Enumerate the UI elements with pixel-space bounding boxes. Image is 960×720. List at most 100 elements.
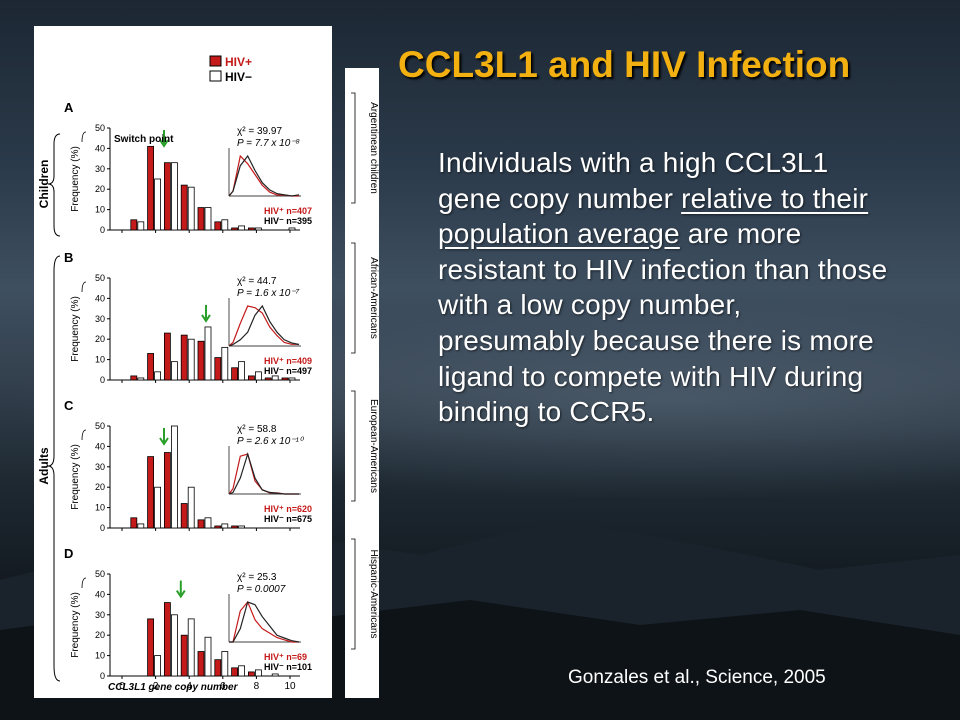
inset-curve-hiv-pos	[229, 600, 299, 643]
panel-a: A Frequency (%) 0 10 20 30 40 50 Switch point χ² …	[64, 100, 312, 235]
bar-hiv-neg	[170, 162, 178, 231]
bar-hiv-neg	[238, 525, 246, 529]
population-label: Hispanic-Americans	[368, 550, 379, 639]
bar-hiv-neg	[288, 227, 296, 231]
bar-hiv-pos	[147, 618, 154, 677]
panel-letter: A	[64, 100, 74, 115]
figure-panel: HIV+ HIV− Children Adults A Frequency (%) 0 10 2…	[34, 26, 332, 698]
x-tick-label: 6	[220, 681, 226, 692]
legend-label-hiv-neg: HIV−	[225, 70, 252, 84]
inset-density-plot	[228, 594, 301, 643]
bar-hiv-neg	[221, 523, 229, 529]
y-tick-label: 20	[95, 334, 105, 344]
x-tick-label: 4	[186, 681, 192, 692]
y-tick-label: 10	[95, 503, 105, 513]
group-label-children: Children	[37, 160, 51, 209]
bar-hiv-pos	[180, 503, 188, 529]
population-bracket	[351, 538, 356, 650]
switch-point-arrowhead	[201, 314, 211, 323]
panel-letter: D	[64, 546, 73, 561]
bar-hiv-neg	[187, 486, 195, 529]
bar-hiv-neg	[271, 673, 279, 677]
bar-hiv-neg	[204, 517, 212, 529]
p-value: P = 2.6 x 10⁻¹⁰	[237, 436, 305, 447]
y-axis-label: Frequency (%)	[70, 146, 81, 212]
y-tick-label: 40	[95, 143, 105, 153]
bar-hiv-pos	[214, 659, 222, 677]
y-axis-label: Frequency (%)	[70, 444, 81, 510]
y-tick-label: 0	[100, 225, 105, 235]
bar-hiv-neg	[221, 219, 229, 231]
population-bracket	[351, 390, 356, 502]
y-tick-label: 30	[95, 164, 105, 174]
x-tick-label: 2	[153, 681, 159, 692]
n-hiv-neg: HIV⁻ n=675	[264, 514, 312, 524]
inset-curve-hiv-pos	[228, 154, 299, 197]
chi-square-stat: χ² = 58.8	[237, 424, 277, 435]
bar-hiv-pos	[147, 353, 154, 381]
bar-hiv-neg	[271, 375, 279, 381]
inset-curve-hiv-neg	[229, 601, 300, 643]
bar-hiv-neg	[170, 361, 178, 381]
p-value: P = 0.0007	[237, 584, 286, 595]
switch-point-arrowhead	[159, 139, 169, 148]
bar-hiv-neg	[204, 326, 212, 381]
bar-hiv-pos	[180, 184, 188, 231]
y-tick-label: 20	[95, 482, 105, 492]
population-label: Argentinean children	[368, 102, 379, 194]
y-tick-label: 40	[95, 589, 105, 599]
bar-hiv-neg	[170, 425, 178, 529]
bar-hiv-pos	[247, 227, 255, 231]
inset-curve-hiv-neg	[228, 451, 299, 495]
y-label-brace	[81, 577, 87, 589]
y-tick-label: 0	[100, 671, 105, 681]
bar-hiv-pos	[214, 357, 222, 381]
bar-hiv-neg	[187, 186, 195, 231]
legend-label-hiv-pos: HIV+	[225, 55, 252, 69]
bar-hiv-neg	[187, 618, 195, 677]
chi-square-stat: χ² = 44.7	[237, 276, 277, 287]
n-hiv-pos: HIV⁺ n=620	[264, 504, 312, 514]
switch-point-arrowhead	[175, 590, 186, 599]
population-bracket	[351, 242, 356, 354]
bar-hiv-pos	[147, 456, 154, 529]
group-label-adults: Adults	[37, 447, 51, 485]
bar-hiv-pos	[130, 375, 138, 381]
y-tick-label: 40	[95, 293, 105, 303]
bar-hiv-pos	[130, 517, 138, 529]
body-text-part2: are more resistant to HIV infection than…	[438, 218, 888, 428]
panel-letter: C	[64, 398, 74, 413]
slide-body-text: Individuals with a high CCL3L1 gene copy…	[438, 145, 888, 430]
inset-density-plot	[228, 148, 301, 197]
bar-hiv-pos	[163, 332, 171, 381]
bar-hiv-pos	[197, 207, 205, 231]
bar-hiv-pos	[214, 221, 222, 231]
bar-hiv-pos	[214, 525, 222, 529]
n-hiv-neg: HIV⁻ n=395	[264, 216, 312, 226]
n-hiv-pos: HIV⁺ n=69	[264, 652, 307, 662]
y-tick-label: 30	[95, 462, 105, 472]
chi-square-stat: χ² = 39.97	[237, 126, 282, 137]
bar-hiv-pos	[247, 375, 255, 381]
bar-hiv-pos	[231, 367, 239, 381]
y-tick-label: 20	[95, 184, 105, 194]
y-tick-label: 30	[95, 314, 105, 324]
panel-letter: B	[64, 250, 73, 265]
bar-hiv-pos	[130, 219, 138, 231]
x-tick-label: 0	[119, 681, 125, 692]
y-label-brace	[81, 131, 87, 143]
chi-square-stat: χ² = 25.3	[237, 572, 277, 583]
population-label: European-Americans	[368, 399, 379, 493]
citation: Gonzales et al., Science, 2005	[568, 667, 826, 688]
bar-hiv-pos	[281, 377, 289, 381]
bar-hiv-pos	[163, 162, 171, 231]
side-figure-labels: EFGHArgentinean childrenAfrican-American…	[322, 72, 379, 650]
panel-c: C Frequency (%) 0 10 20 30 40 50 χ² = 58.8P = 2.…	[64, 398, 312, 533]
bar-hiv-pos	[180, 634, 188, 677]
bar-hiv-pos	[197, 651, 205, 677]
bar-hiv-neg	[137, 377, 145, 381]
bar-hiv-neg	[154, 655, 161, 677]
y-label-brace	[81, 281, 87, 293]
inset-curve-hiv-neg	[228, 154, 300, 197]
y-tick-label: 0	[100, 375, 105, 385]
